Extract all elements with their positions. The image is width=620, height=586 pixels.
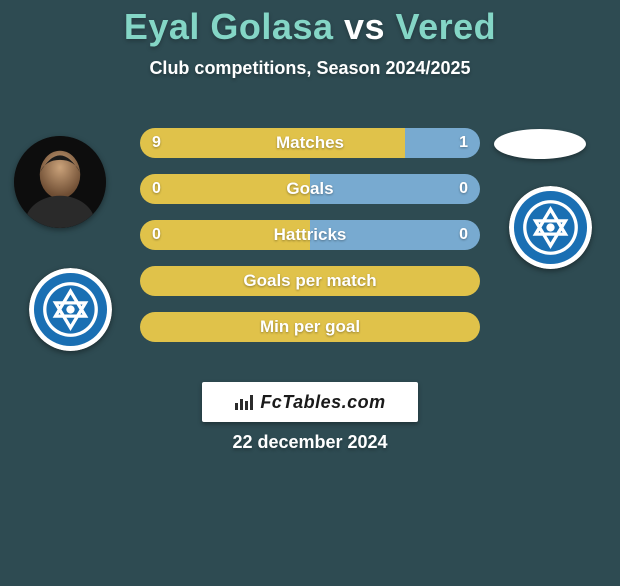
player-right-avatar-placeholder — [494, 129, 586, 159]
stat-bar-full-fill — [140, 266, 480, 296]
title-vs: vs — [334, 6, 396, 47]
stat-bar-full-fill — [140, 312, 480, 342]
stat-bar: 00Hattricks — [140, 220, 480, 250]
player-left-avatar — [14, 136, 106, 228]
avatar-placeholder-icon — [14, 136, 106, 228]
page-subtitle: Club competitions, Season 2024/2025 — [0, 58, 620, 79]
stat-bar-right-value: 1 — [447, 128, 480, 158]
player-right-club-badge — [509, 186, 592, 269]
comparison-bars: 91Matches00Goals00HattricksGoals per mat… — [140, 128, 480, 358]
stat-bar-left-fill — [140, 128, 405, 158]
stat-bar-left-value: 9 — [140, 128, 173, 158]
stat-bar: 91Matches — [140, 128, 480, 158]
page-title: Eyal Golasa vs Vered — [0, 6, 620, 48]
stat-bar: Min per goal — [140, 312, 480, 342]
footer-date: 22 december 2024 — [0, 432, 620, 453]
stat-bar-left-value: 0 — [140, 220, 173, 250]
stat-bar: 00Goals — [140, 174, 480, 204]
stat-bar-left-value: 0 — [140, 174, 173, 204]
club-badge-icon — [29, 268, 112, 351]
title-player-left: Eyal Golasa — [124, 6, 334, 47]
brand-chart-icon — [234, 392, 254, 412]
brand-text: FcTables.com — [260, 392, 385, 413]
stat-bar-right-value: 0 — [447, 220, 480, 250]
title-player-right: Vered — [396, 6, 497, 47]
brand-box: FcTables.com — [202, 382, 418, 422]
club-badge-icon — [509, 186, 592, 269]
player-left-club-badge — [29, 268, 112, 351]
stat-bar: Goals per match — [140, 266, 480, 296]
stat-bar-right-value: 0 — [447, 174, 480, 204]
